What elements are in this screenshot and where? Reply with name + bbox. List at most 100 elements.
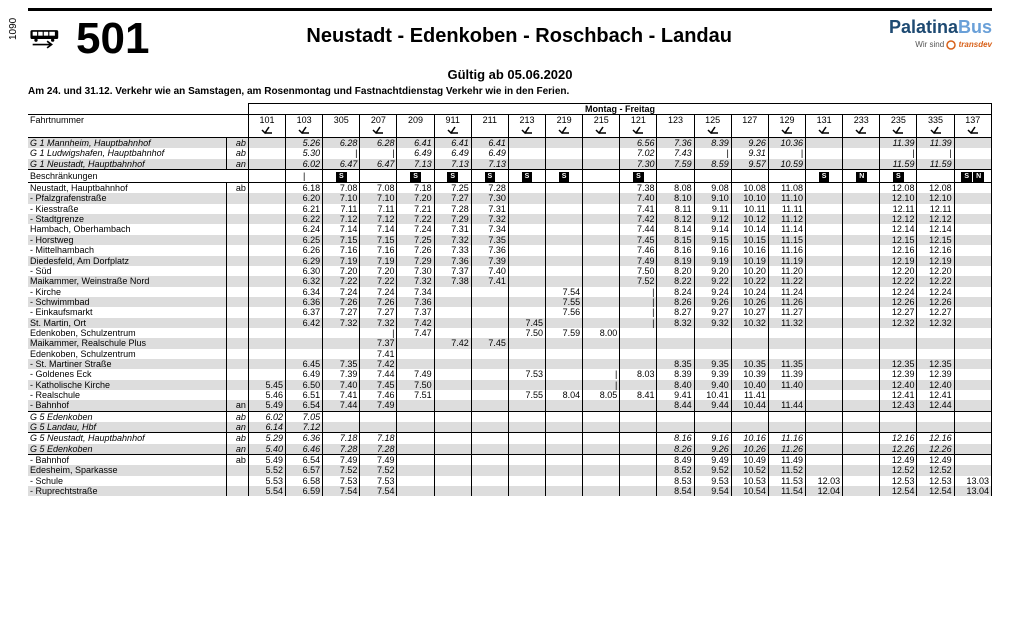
time-cell: 11.44: [768, 400, 805, 411]
time-cell: 12.27: [880, 307, 917, 317]
time-cell: 7.46: [620, 245, 657, 255]
stop-name: - Pfalzgrafenstraße: [28, 193, 226, 203]
time-cell: 9.54: [694, 486, 731, 496]
time-cell: [843, 266, 880, 276]
time-cell: 9.40: [694, 380, 731, 390]
restriction-cell: S: [434, 170, 471, 183]
trip-number: 137: [954, 115, 991, 126]
time-cell: [508, 183, 545, 194]
time-cell: [508, 359, 545, 369]
time-cell: 7.40: [323, 380, 360, 390]
time-cell: 11.54: [768, 486, 805, 496]
dep-label: [226, 349, 248, 359]
time-cell: 9.44: [694, 400, 731, 411]
stop-name: St. Martin, Ort: [28, 318, 226, 328]
hammer-icon: [917, 126, 954, 138]
time-cell: 8.03: [620, 369, 657, 379]
time-cell: [471, 369, 508, 379]
restrictions-label: Beschränkungen: [28, 170, 226, 183]
time-cell: 6.36: [286, 433, 323, 444]
time-cell: 12.32: [880, 318, 917, 328]
time-cell: 7.22: [323, 276, 360, 286]
time-cell: [360, 422, 397, 433]
time-cell: 7.20: [323, 266, 360, 276]
time-cell: [768, 349, 805, 359]
time-cell: 11.49: [768, 455, 805, 466]
time-cell: 7.22: [397, 214, 434, 224]
time-cell: 11.40: [768, 380, 805, 390]
time-cell: [471, 390, 508, 400]
time-cell: 11.52: [768, 465, 805, 475]
time-cell: 6.51: [286, 390, 323, 400]
time-cell: 6.21: [286, 204, 323, 214]
time-cell: [583, 276, 620, 286]
time-cell: [546, 349, 583, 359]
time-cell: 7.38: [620, 183, 657, 194]
holiday-note: Am 24. und 31.12. Verkehr wie an Samstag…: [28, 86, 992, 97]
time-cell: 11.16: [768, 433, 805, 444]
time-cell: |: [768, 148, 805, 158]
time-cell: [508, 204, 545, 214]
dep-label: [226, 476, 248, 486]
time-cell: 7.25: [434, 183, 471, 194]
time-cell: 8.22: [657, 276, 694, 286]
time-cell: 7.24: [360, 287, 397, 297]
time-cell: [546, 138, 583, 149]
stop-name: Edenkoben, Schulzentrum: [28, 349, 226, 359]
time-cell: 12.15: [917, 235, 954, 245]
time-cell: 11.24: [768, 287, 805, 297]
time-cell: 7.45: [508, 318, 545, 328]
time-cell: 6.56: [620, 138, 657, 149]
time-cell: [806, 465, 843, 475]
time-cell: 12.12: [917, 214, 954, 224]
time-cell: 11.12: [768, 214, 805, 224]
time-cell: 7.16: [360, 245, 397, 255]
time-cell: [434, 349, 471, 359]
time-cell: [546, 276, 583, 286]
time-cell: [917, 328, 954, 338]
time-cell: 9.41: [657, 390, 694, 400]
time-cell: [954, 183, 991, 194]
time-cell: [880, 338, 917, 348]
time-cell: [583, 214, 620, 224]
time-cell: 9.11: [694, 204, 731, 214]
time-cell: [806, 266, 843, 276]
time-cell: [583, 349, 620, 359]
time-cell: 5.26: [286, 138, 323, 149]
time-cell: 7.41: [471, 276, 508, 286]
time-cell: [843, 204, 880, 214]
time-cell: [954, 256, 991, 266]
restriction-cell: S: [620, 170, 657, 183]
time-cell: |: [583, 369, 620, 379]
time-cell: 6.41: [397, 138, 434, 149]
time-cell: [471, 411, 508, 422]
brand-block: PalatinaBus Wir sind transdev: [889, 17, 992, 50]
time-cell: 12.35: [917, 359, 954, 369]
time-cell: [248, 235, 285, 245]
time-cell: 6.30: [286, 266, 323, 276]
time-cell: 8.53: [657, 476, 694, 486]
valid-from: Gültig ab 05.06.2020: [28, 67, 992, 82]
trip-number: 211: [471, 115, 508, 126]
dep-label: [226, 193, 248, 203]
time-cell: [286, 328, 323, 338]
time-cell: [583, 193, 620, 203]
time-cell: 12.11: [917, 204, 954, 214]
time-cell: [768, 390, 805, 400]
time-cell: 6.25: [286, 235, 323, 245]
dep-label: an: [226, 159, 248, 170]
time-cell: [471, 359, 508, 369]
time-cell: 7.32: [471, 214, 508, 224]
time-cell: [546, 318, 583, 328]
restriction-cell: [248, 170, 285, 183]
time-cell: [843, 148, 880, 158]
time-cell: 7.27: [434, 193, 471, 203]
time-cell: [843, 214, 880, 224]
dep-label: an: [226, 400, 248, 411]
time-cell: [806, 318, 843, 328]
hammer-icon: [806, 126, 843, 138]
time-cell: |: [620, 318, 657, 328]
time-cell: [806, 307, 843, 317]
time-cell: [806, 256, 843, 266]
time-cell: [954, 328, 991, 338]
